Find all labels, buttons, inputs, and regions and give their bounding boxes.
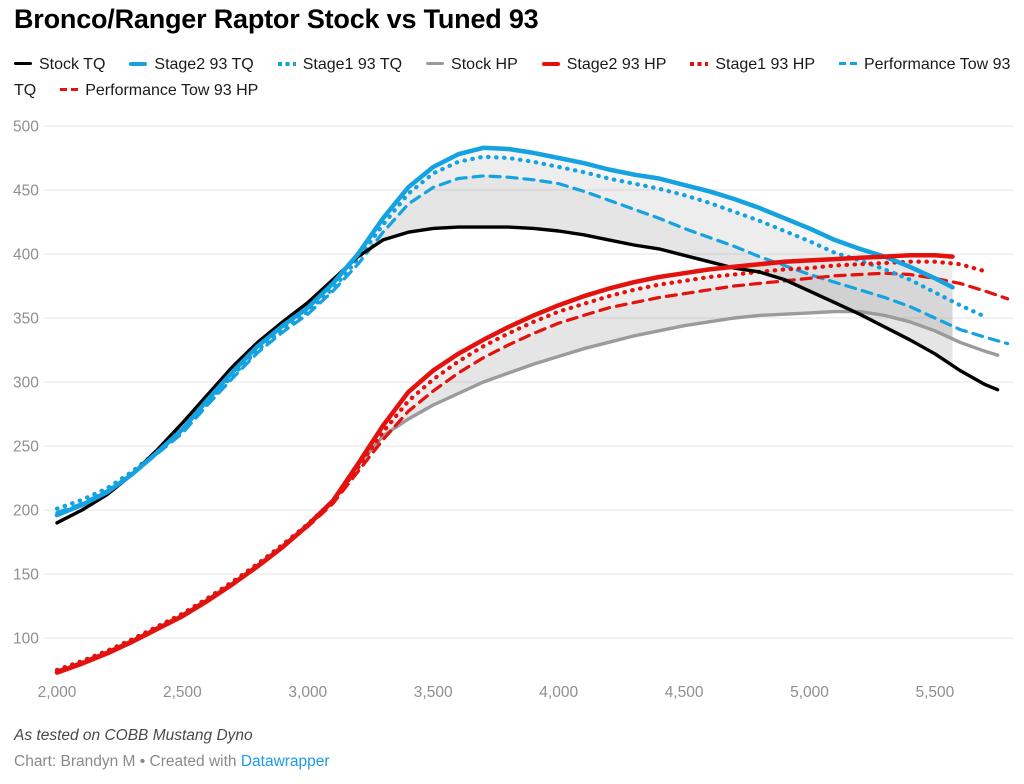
legend-label: Stage1 93 HP — [715, 56, 815, 73]
legend-swatch-dashed — [60, 88, 79, 92]
y-tick-label: 250 — [13, 439, 39, 456]
y-tick-label: 150 — [13, 567, 39, 584]
chart-legend: Stock TQ Stage2 93 TQ Stage1 93 TQ Stock HP… — [14, 52, 1022, 104]
legend-label: Performance Tow 93 TQ — [14, 56, 1011, 99]
legend-item: Stock HP — [426, 56, 518, 73]
x-tick-label: 2,000 — [38, 684, 77, 701]
gain-fill — [368, 175, 953, 366]
legend-item: Stage1 93 HP — [690, 56, 815, 73]
chart-title: Bronco/Ranger Raptor Stock vs Tuned 93 — [14, 4, 539, 34]
legend-swatch-solid — [14, 62, 32, 66]
datawrapper-link[interactable]: Datawrapper — [240, 753, 330, 770]
legend-item: Performance Tow 93 TQ — [14, 56, 1010, 99]
series-line-solid — [54, 145, 955, 518]
series-line-solid — [54, 253, 955, 675]
legend-swatch-dotted — [690, 61, 709, 66]
legend-swatch-solid — [541, 61, 560, 66]
x-tick-label: 5,000 — [790, 684, 829, 701]
legend-item: Performance Tow 93 HP — [60, 82, 258, 99]
legend-label: Performance Tow 93 HP — [85, 82, 259, 99]
series-line-solid — [55, 225, 1000, 525]
gain-fill — [348, 255, 953, 479]
legend-label: Stock HP — [451, 56, 518, 73]
y-tick-label: 350 — [13, 311, 39, 328]
legend-swatch-dotted — [277, 61, 296, 66]
legend-swatch-solid — [426, 62, 445, 66]
legend-item: Stage1 93 TQ — [277, 56, 403, 73]
gain-fill — [365, 156, 953, 366]
legend-label: Stage1 93 TQ — [302, 56, 403, 73]
legend-swatch-dashed — [838, 62, 857, 66]
x-tick-label: 3,500 — [414, 684, 453, 701]
gain-fill — [353, 147, 953, 366]
y-tick-label: 300 — [13, 375, 39, 392]
legend-item: Stage2 93 HP — [541, 56, 667, 73]
legend-item: Stock TQ — [14, 56, 105, 73]
y-tick-label: 500 — [13, 119, 39, 136]
x-tick-label: 2,500 — [163, 684, 202, 701]
legend-item: Stage2 93 TQ — [129, 56, 254, 73]
series-line-solid — [55, 309, 1000, 673]
y-tick-label: 450 — [13, 183, 39, 200]
legend-label: Stage2 93 TQ — [154, 56, 254, 73]
x-tick-label: 5,500 — [916, 684, 955, 701]
series-line-dashed — [55, 174, 1010, 515]
gain-fill — [373, 261, 953, 448]
x-tick-label: 4,500 — [665, 684, 704, 701]
legend-label: Stock TQ — [39, 56, 106, 73]
series-line-dotted — [54, 259, 985, 673]
chart-credit: Chart: Brandyn M • Created with Datawrap… — [14, 753, 330, 771]
x-tick-label: 3,000 — [288, 684, 327, 701]
x-tick-label: 4,000 — [539, 684, 578, 701]
y-tick-label: 100 — [13, 631, 39, 648]
legend-swatch-solid — [129, 61, 148, 66]
y-tick-label: 200 — [13, 503, 39, 520]
credit-text: Chart: Brandyn M • Created with — [14, 753, 241, 770]
legend-label: Stage2 93 HP — [566, 56, 667, 73]
chart-note: As tested on COBB Mustang Dyno — [14, 727, 253, 744]
y-tick-label: 400 — [13, 247, 39, 264]
